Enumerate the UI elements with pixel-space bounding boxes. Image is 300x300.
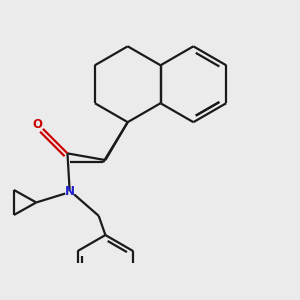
Text: N: N xyxy=(65,185,75,198)
Text: O: O xyxy=(33,118,43,131)
